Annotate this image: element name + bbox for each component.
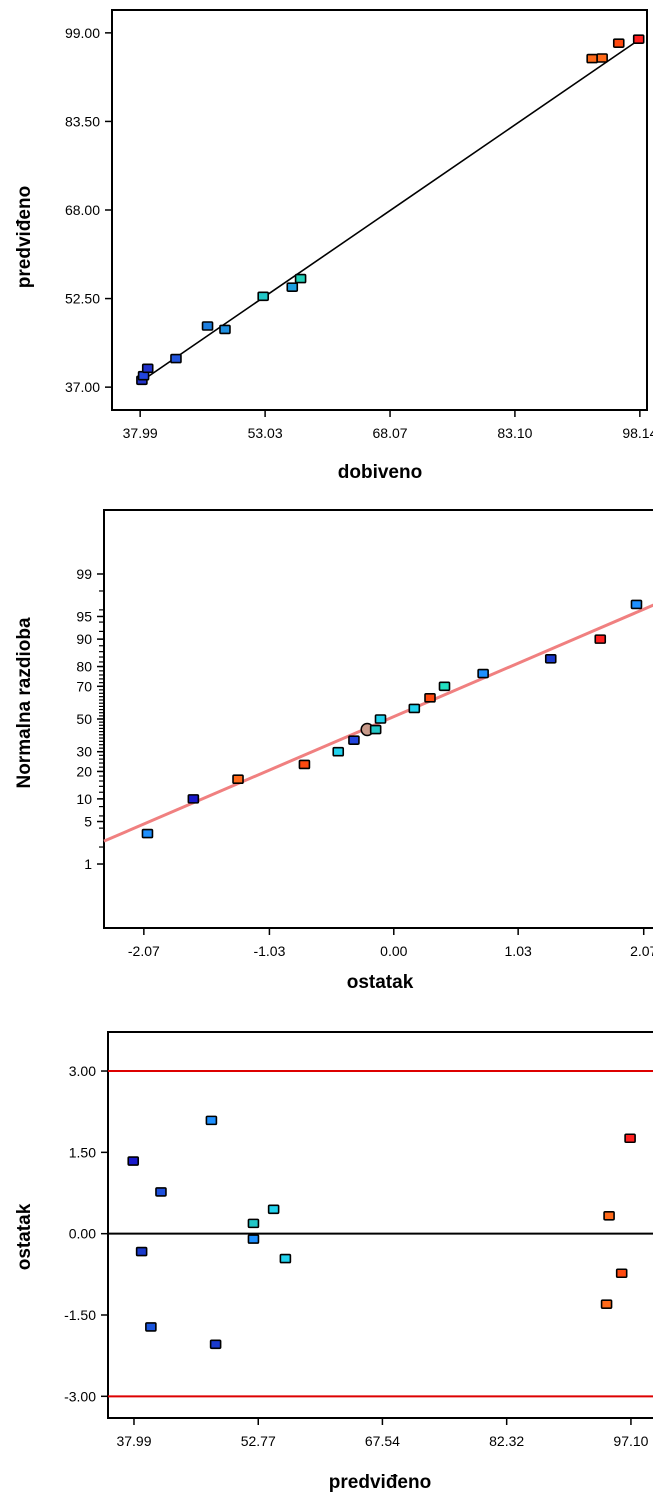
- y-tick-label: 30: [76, 744, 92, 760]
- data-point: [600, 1299, 613, 1309]
- data-point: [624, 1133, 636, 1144]
- x-tick-label: -2.07: [128, 943, 160, 959]
- residuals-vs-predicted-panel: predviđeno ostatak 37.99 52.77 67.54 82.32 9…: [14, 1031, 653, 1493]
- data-point: [247, 1234, 260, 1244]
- data-point: [332, 746, 345, 757]
- data-point: [205, 1115, 218, 1126]
- y-axis-label: ostatak: [14, 1203, 35, 1270]
- data-point: [201, 321, 214, 331]
- data-point: [596, 53, 608, 63]
- y-tick-label: 0.00: [69, 1226, 96, 1242]
- y-tick-label: 99: [76, 566, 92, 582]
- data-point: [141, 363, 154, 374]
- data-point: [615, 1268, 628, 1279]
- y-tick-label: -1.50: [64, 1307, 96, 1323]
- x-tick-label: 52.77: [241, 1433, 276, 1449]
- data-point: [374, 714, 387, 724]
- y-tick-label: 70: [76, 678, 92, 694]
- y-tick-label: 83.50: [65, 113, 100, 129]
- data-point: [209, 1339, 222, 1350]
- x-tick-label: 53.03: [248, 425, 283, 441]
- y-tick-label: 1: [84, 856, 92, 872]
- data-point: [630, 599, 643, 610]
- data-point: [170, 353, 182, 364]
- data-point: [369, 724, 382, 735]
- y-tick-label: 37.00: [65, 379, 100, 395]
- x-tick-label: 0.00: [380, 943, 407, 959]
- y-tick-label: 50: [76, 711, 92, 727]
- y-tick-label: 68.00: [65, 202, 100, 218]
- y-tick-label: 95: [76, 608, 92, 624]
- y-tick-label: 52.50: [65, 291, 100, 307]
- x-tick-label: 2.07: [630, 943, 653, 959]
- x-tick-label: 98.14: [622, 425, 653, 441]
- x-axis-label: ostatak: [347, 972, 414, 993]
- x-axis-label: predviđeno: [329, 1472, 431, 1493]
- y-tick-label: 10: [76, 791, 92, 807]
- x-tick-label: 83.10: [497, 425, 532, 441]
- y-tick-label: 5: [84, 814, 92, 830]
- data-point: [594, 634, 607, 644]
- data-point: [424, 693, 436, 703]
- y-tick-label: 90: [76, 631, 92, 647]
- x-tick-label: 97.10: [613, 1433, 648, 1449]
- data-point: [232, 774, 244, 785]
- y-tick-label: 1.50: [69, 1144, 96, 1160]
- x-tick-label: 37.99: [116, 1433, 151, 1449]
- data-point: [477, 668, 489, 679]
- y-tick-label: -3.00: [64, 1388, 96, 1404]
- data-point: [247, 1218, 260, 1229]
- data-point: [267, 1204, 280, 1215]
- data-point: [187, 794, 200, 804]
- data-point: [145, 1322, 157, 1332]
- y-axis-label: predviđeno: [14, 186, 35, 288]
- data-point: [294, 273, 307, 284]
- x-tick-label: 68.07: [373, 425, 408, 441]
- y-tick-label: 80: [76, 659, 92, 675]
- y-tick-label: 3.00: [69, 1063, 96, 1079]
- data-point: [348, 735, 360, 745]
- normal-probability-panel: ostatak Normalna razdioba -2.07 -1.03 0.00…: [14, 509, 653, 993]
- data-point: [155, 1187, 167, 1197]
- x-tick-label: -1.03: [253, 943, 285, 959]
- data-point: [586, 53, 598, 64]
- data-point: [632, 34, 645, 44]
- data-point: [438, 681, 451, 692]
- plot-frame: [111, 9, 648, 411]
- data-point: [286, 282, 299, 292]
- data-point: [141, 828, 154, 839]
- data-point: [544, 653, 557, 664]
- plot-frame: [107, 1031, 653, 1419]
- data-point: [279, 1253, 292, 1264]
- y-tick-label: 20: [76, 763, 92, 779]
- x-tick-label: 37.99: [123, 425, 158, 441]
- data-point: [612, 38, 625, 48]
- data-point: [408, 703, 421, 714]
- y-tick-label: 99.00: [65, 25, 100, 41]
- data-point: [219, 324, 231, 335]
- x-tick-label: 82.32: [489, 1433, 524, 1449]
- data-point: [298, 759, 311, 770]
- predicted-vs-actual-panel: dobiveno predviđeno 37.99 53.03 68.07 83.10…: [14, 9, 653, 483]
- data-point: [127, 1156, 140, 1166]
- y-axis-label: Normalna razdioba: [14, 617, 35, 788]
- x-tick-label: 1.03: [505, 943, 532, 959]
- data-point: [135, 1246, 148, 1257]
- data-point: [257, 291, 269, 302]
- data-point: [603, 1210, 615, 1221]
- x-tick-label: 67.54: [365, 1433, 400, 1449]
- x-axis-label: dobiveno: [338, 462, 422, 483]
